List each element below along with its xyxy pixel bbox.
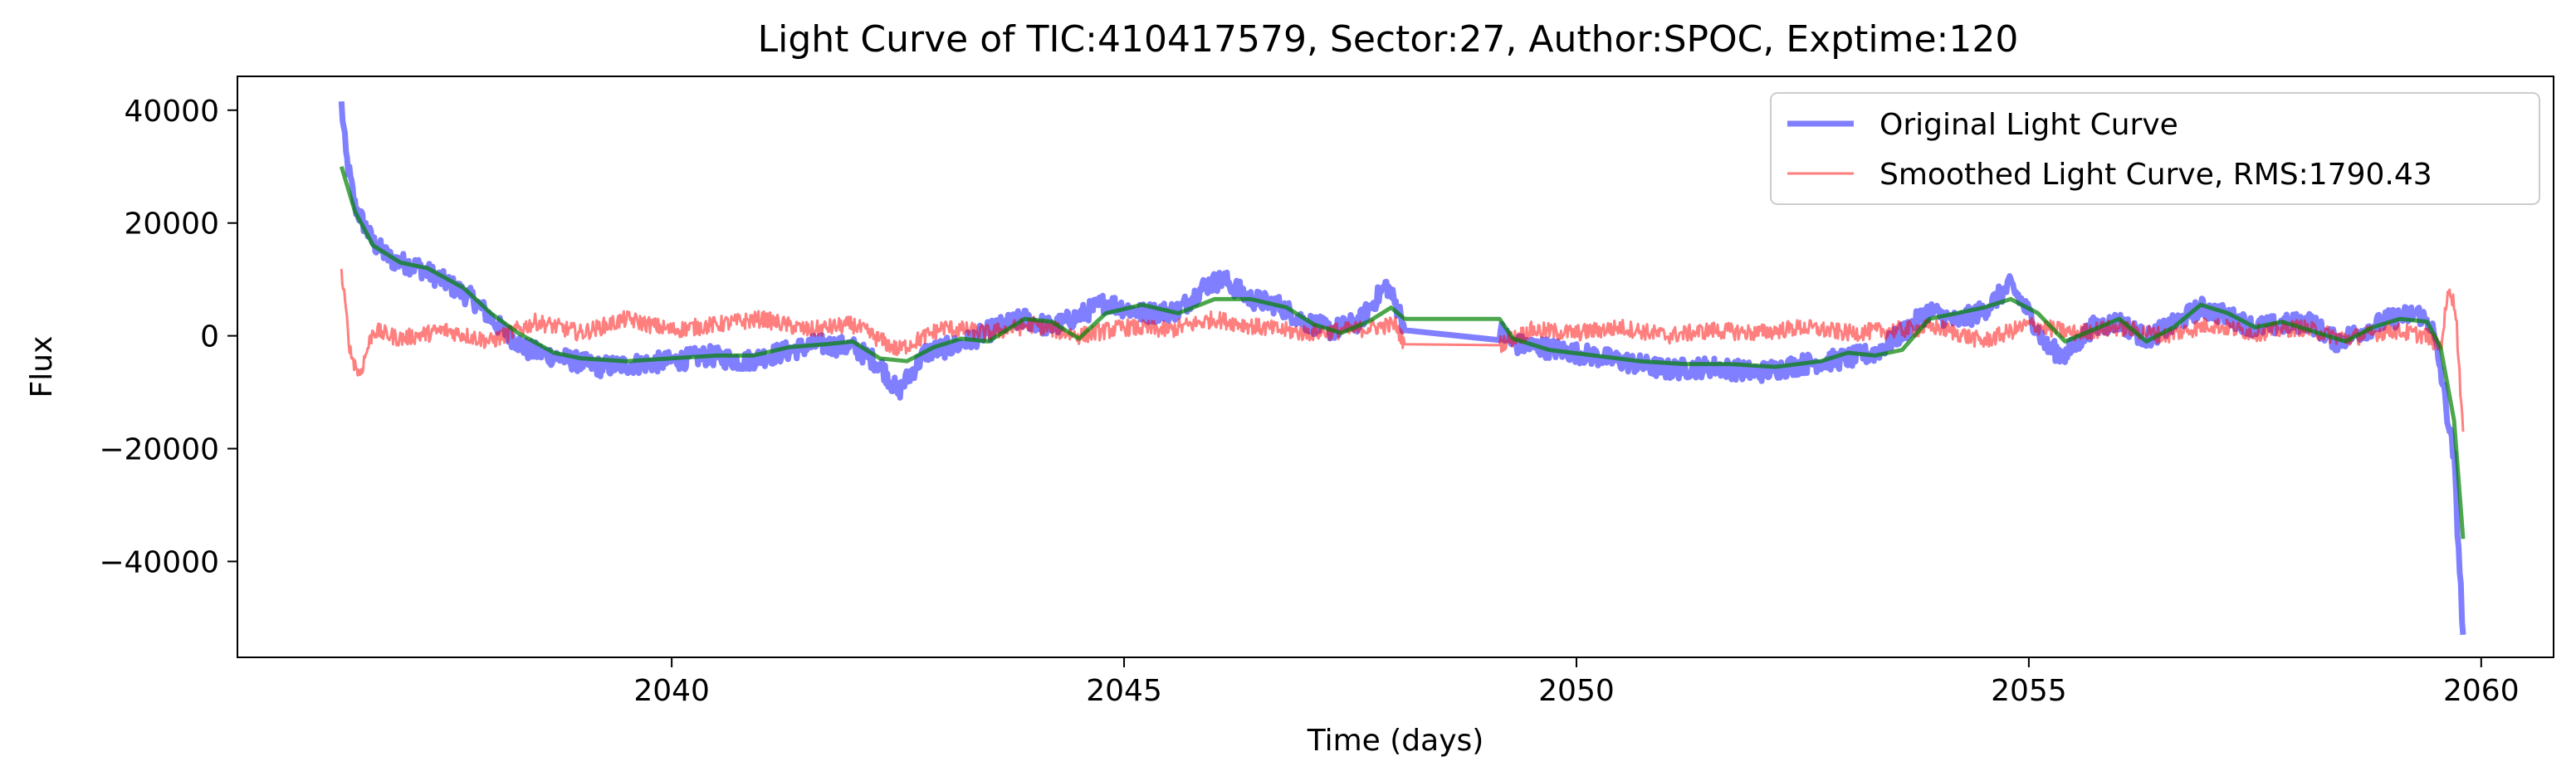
legend-label-original: Original Light Curve — [1879, 108, 2178, 142]
y-tick-label: 20000 — [124, 207, 219, 242]
y-tick-label: 0 — [200, 320, 219, 354]
x-tick-label: 2040 — [633, 674, 710, 708]
x-axis: 2040 2045 2050 2055 2060 — [633, 657, 2520, 708]
x-axis-label: Time (days) — [1307, 724, 1484, 758]
y-tick-label: −20000 — [99, 433, 219, 467]
x-tick-label: 2045 — [1086, 674, 1162, 708]
legend-label-smoothed: Smoothed Light Curve, RMS:1790.43 — [1879, 158, 2432, 192]
legend: Original Light Curve Smoothed Light Curv… — [1770, 92, 2540, 205]
plot-frame — [237, 76, 2554, 658]
y-tick-label: −40000 — [99, 545, 219, 579]
legend-box — [1770, 92, 2540, 205]
series-trend-line — [339, 165, 2466, 539]
x-tick-label: 2060 — [2443, 674, 2520, 708]
y-axis-label: Flux — [25, 336, 59, 398]
series-original-line — [338, 100, 2466, 636]
x-tick-label: 2055 — [1991, 674, 2067, 708]
y-axis: 40000 20000 0 −20000 −40000 — [99, 95, 237, 579]
series-layer — [338, 100, 2466, 636]
series-smoothed-line — [340, 269, 2465, 432]
chart-title: Light Curve of TIC:410417579, Sector:27,… — [758, 18, 2019, 61]
y-tick-label: 40000 — [124, 95, 219, 129]
x-tick-label: 2050 — [1538, 674, 1615, 708]
